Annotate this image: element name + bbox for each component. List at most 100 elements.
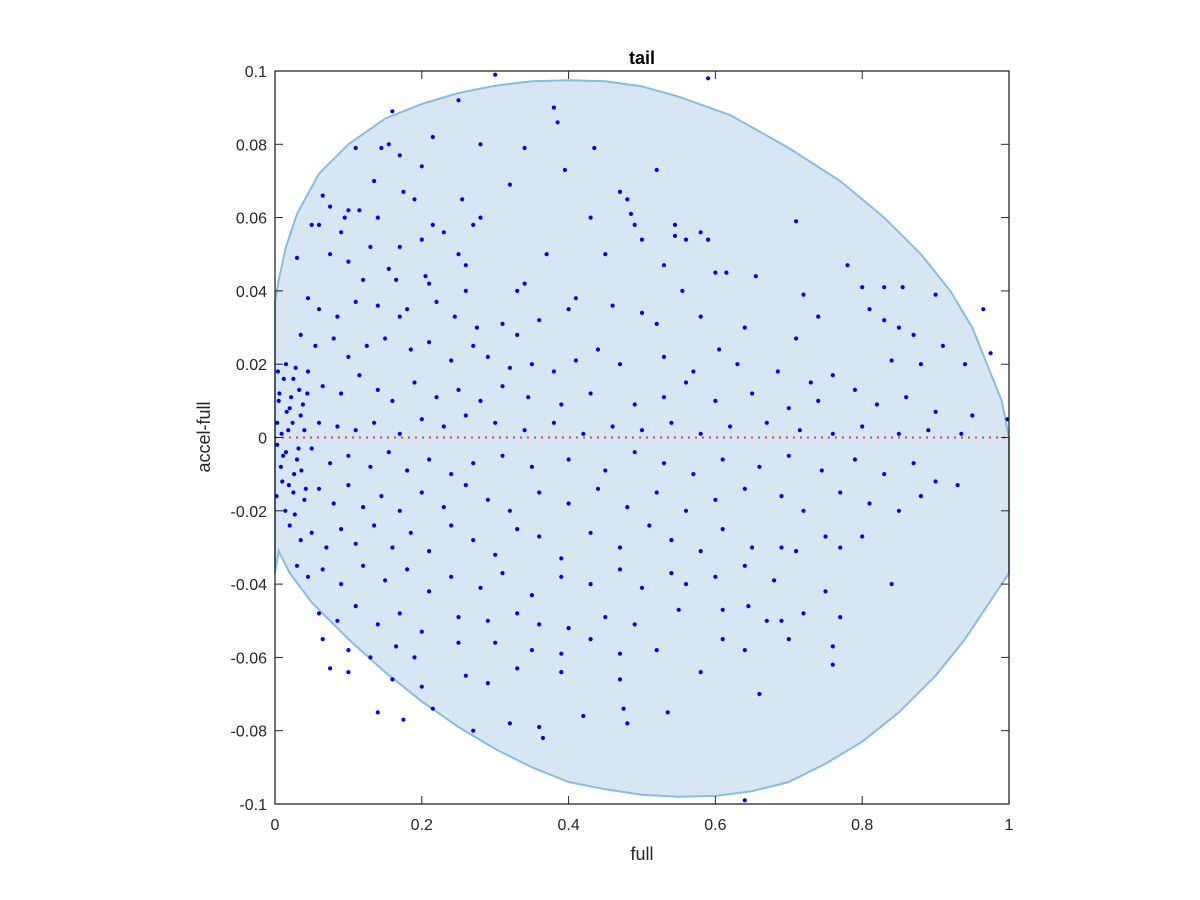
- scatter-point: [830, 662, 835, 667]
- scatter-point: [390, 398, 395, 403]
- scatter-point: [419, 684, 424, 689]
- scatter-point: [339, 230, 344, 235]
- scatter-point: [427, 549, 432, 554]
- scatter-point: [375, 387, 380, 392]
- scatter-point: [303, 486, 308, 491]
- scatter-point: [526, 395, 531, 400]
- scatter-point: [573, 296, 579, 301]
- scatter-point: [430, 222, 435, 227]
- scatter-point: [316, 611, 322, 616]
- scatter-point: [299, 468, 304, 473]
- scatter-point: [405, 567, 410, 572]
- scatter-point: [581, 431, 586, 436]
- scatter-point: [305, 391, 310, 396]
- scatter-point: [278, 464, 283, 469]
- scatter-point: [493, 640, 498, 645]
- scatter-point: [617, 189, 623, 194]
- scatter-point: [911, 332, 916, 337]
- scatter-point: [339, 391, 344, 396]
- scatter-point: [331, 336, 336, 341]
- scatter-point: [287, 523, 292, 528]
- scatter-point: [838, 545, 843, 550]
- scatter-point: [838, 490, 843, 495]
- scatter-point: [397, 153, 402, 158]
- scatter-point: [449, 574, 454, 579]
- scatter-point: [537, 490, 542, 495]
- scatter-point: [581, 713, 586, 719]
- scatter-point: [661, 263, 667, 268]
- scatter-point: [852, 457, 858, 462]
- y-tick-label: -0.02: [231, 504, 268, 521]
- scatter-point: [882, 318, 887, 323]
- scatter-point: [874, 402, 880, 407]
- scatter-point: [772, 578, 777, 583]
- scatter-point: [639, 585, 645, 590]
- scatter-point: [625, 505, 630, 510]
- scatter-point: [746, 604, 751, 609]
- scatter-point: [353, 145, 358, 151]
- scatter-point: [328, 461, 333, 466]
- scatter-point: [617, 362, 623, 367]
- scatter-point: [289, 395, 294, 400]
- scatter-point: [720, 607, 725, 612]
- scatter-point: [390, 109, 395, 114]
- scatter-point: [316, 307, 322, 312]
- scatter-point: [639, 310, 645, 315]
- scatter-point: [926, 428, 931, 433]
- scatter-point: [339, 527, 344, 532]
- y-tick-label: -0.06: [231, 650, 268, 667]
- scatter-point: [441, 424, 446, 429]
- scatter-point: [493, 420, 498, 425]
- y-tick-label: -0.08: [231, 724, 268, 741]
- scatter-point: [478, 142, 483, 147]
- scatter-point: [540, 735, 546, 741]
- scatter-point: [794, 219, 799, 224]
- scatter-point: [294, 563, 300, 568]
- scatter-point: [364, 343, 369, 348]
- scatter-point: [507, 365, 512, 370]
- scatter-point: [764, 420, 769, 425]
- scatter-point: [309, 530, 314, 535]
- scatter-point: [617, 677, 623, 682]
- scatter-point: [386, 450, 391, 455]
- scatter-point: [286, 428, 291, 433]
- x-tick-label: 0.2: [411, 817, 433, 834]
- scatter-point: [735, 362, 740, 367]
- scatter-point: [588, 637, 593, 642]
- y-tick-label: 0.02: [236, 357, 267, 374]
- scatter-point: [750, 391, 755, 396]
- scatter-point: [860, 285, 865, 290]
- scatter-point: [471, 343, 476, 348]
- scatter-point: [816, 314, 821, 319]
- scatter-point: [654, 167, 659, 173]
- scatter-point: [478, 398, 483, 403]
- scatter-point: [328, 666, 333, 671]
- scatter-point: [551, 369, 557, 374]
- scatter-point: [566, 501, 571, 506]
- scatter-point: [654, 490, 659, 495]
- scatter-point: [507, 721, 512, 726]
- scatter-point: [485, 497, 490, 502]
- scatter-point: [419, 417, 424, 422]
- scatter-point: [427, 457, 432, 462]
- scatter-point: [412, 197, 417, 202]
- scatter-point: [522, 281, 527, 286]
- scatter-point: [372, 420, 377, 425]
- scatter-point: [456, 387, 461, 392]
- scatter-point: [683, 237, 689, 242]
- scatter-point: [852, 387, 858, 392]
- scatter-point: [493, 72, 498, 77]
- scatter-point: [713, 270, 718, 275]
- scatter-point: [955, 483, 960, 488]
- x-tick-label: 0.8: [851, 817, 873, 834]
- scatter-point: [386, 266, 391, 271]
- scatter-point: [346, 648, 351, 653]
- scatter-point: [412, 380, 417, 385]
- scatter-point: [397, 611, 402, 616]
- scatter-point: [427, 281, 432, 286]
- scatter-point: [292, 512, 297, 517]
- scatter-point: [372, 523, 377, 528]
- scatter-point: [794, 336, 799, 341]
- scatter-point: [375, 303, 380, 308]
